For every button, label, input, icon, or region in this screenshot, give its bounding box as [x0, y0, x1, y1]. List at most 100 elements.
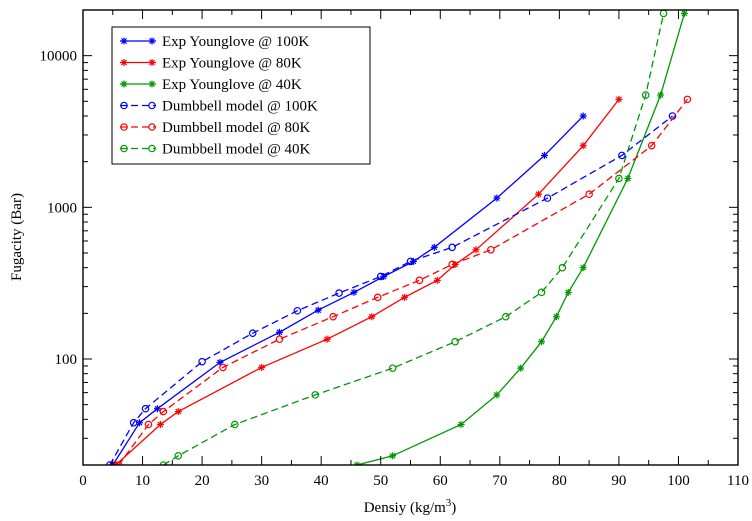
y-tick-label: 100: [55, 352, 78, 368]
x-tick-label: 20: [195, 473, 210, 489]
legend-item-exp-younglove-40k: Exp Younglove @ 40K: [120, 77, 302, 93]
exp-younglove-80k-point-stroke-d2: [401, 294, 408, 301]
exp-younglove-100k-point-stroke-d2: [350, 289, 357, 296]
y-tick-label: 10000: [40, 49, 78, 65]
legend-swatch-marker-stroke-d2: [149, 59, 155, 66]
dumbbell-model-40k-point: [501, 312, 510, 321]
legend-swatch-marker: [148, 80, 156, 88]
dumbbell-model-100k-point: [618, 151, 626, 160]
exp-younglove-40k-point-stroke-d2: [493, 391, 500, 398]
exp-younglove-80k-point-stroke-d2: [175, 408, 182, 415]
legend-item-exp-younglove-80k: Exp Younglove @ 80K: [120, 56, 302, 72]
exp-younglove-100k-point-stroke-d2: [431, 244, 438, 251]
legend-swatch-marker-stroke-d2: [121, 81, 127, 87]
exp-younglove-80k-point: [472, 246, 480, 254]
exp-younglove-40k-point-stroke-d2: [389, 452, 396, 459]
dumbbell-model-100k-line: [109, 115, 673, 465]
exp-younglove-80k-point-stroke-d2: [580, 142, 587, 149]
exp-younglove-40k-point-stroke-d1: [353, 462, 358, 465]
x-axis-title-text: Densiy (kg/m: [364, 500, 446, 516]
exp-younglove-80k-point: [433, 276, 441, 284]
exp-younglove-40k-point: [353, 461, 361, 465]
legend-swatch-marker: [148, 144, 156, 153]
exp-younglove-80k-point: [615, 95, 623, 103]
exp-younglove-80k-point-stroke-d2: [434, 277, 441, 284]
legend-label: Exp Younglove @ 100K: [162, 34, 309, 50]
exp-younglove-80k-point-stroke-d2: [615, 96, 622, 103]
y-axis-title: Fugacity (Bar): [9, 193, 25, 281]
dumbbell-model-80k-point: [448, 260, 456, 269]
x-axis-title: Densiy (kg/m3): [364, 497, 457, 516]
legend: Exp Younglove @ 100K Exp Younglove @ 80K E…: [111, 26, 371, 165]
series-dumbbell-model-100k: [105, 112, 677, 465]
legend-label: Dumbbell model @ 80K: [162, 120, 311, 136]
dumbbell-model-40k-point: [615, 174, 623, 183]
exp-younglove-100k-point: [493, 194, 501, 202]
x-tick-label: 0: [79, 473, 87, 489]
dumbbell-model-80k-point: [144, 420, 153, 429]
exp-younglove-80k-point-stroke-d1: [112, 462, 117, 465]
dumbbell-model-80k-point: [585, 190, 593, 199]
axes-layer: 0 10 20 30 40 50 60 70 80 90 100 110 100 1000 10000: [40, 10, 749, 489]
dumbbell-model-100k-point: [141, 404, 150, 413]
exp-younglove-80k-point-stroke-d2: [535, 191, 542, 198]
x-tick-label: 30: [254, 473, 269, 489]
exp-younglove-40k-point: [624, 174, 632, 182]
exp-younglove-40k-point: [564, 288, 572, 296]
legend-item-dumbbell-model-40k: Dumbbell model @ 40K: [120, 142, 311, 158]
dumbbell-model-80k-point: [159, 407, 168, 416]
y-tick-label: 1000: [47, 200, 77, 216]
dumbbell-model-40k-point: [311, 391, 320, 399]
exp-younglove-80k-point-stroke-d2: [258, 364, 265, 371]
exp-younglove-40k-point: [552, 313, 560, 321]
exp-younglove-40k-point-stroke-d2: [624, 175, 631, 182]
exp-younglove-100k-point-stroke-d2: [580, 113, 587, 119]
exp-younglove-40k-point-stroke-d2: [580, 264, 587, 271]
exp-younglove-100k-point: [579, 112, 587, 120]
exp-younglove-40k-point: [457, 420, 465, 428]
dumbbell-model-100k-point: [129, 418, 138, 427]
legend-label: Exp Younglove @ 40K: [162, 77, 302, 93]
x-tick-label: 100: [667, 473, 690, 489]
legend-item-exp-younglove-100k: Exp Younglove @ 100K: [120, 34, 309, 50]
exp-younglove-40k-point: [680, 10, 688, 17]
legend-swatch-marker-stroke-d2: [121, 59, 127, 66]
exp-younglove-40k-point-stroke-d2: [458, 421, 465, 428]
dumbbell-model-40k-line: [163, 13, 665, 465]
dumbbell-model-40k-point: [174, 451, 183, 460]
dumbbell-model-100k-point: [448, 243, 456, 252]
series-layer: [105, 10, 692, 465]
x-tick-label: 60: [433, 473, 448, 489]
x-tick-label: 70: [492, 473, 507, 489]
dumbbell-model-80k-point: [647, 141, 656, 150]
exp-younglove-80k-point: [579, 142, 587, 150]
exp-younglove-40k-point: [657, 91, 665, 99]
exp-younglove-100k-point: [276, 328, 283, 336]
legend-label: Exp Younglove @ 80K: [162, 56, 302, 72]
exp-younglove-100k-point-stroke-d2: [154, 405, 161, 412]
exp-younglove-40k-point: [517, 364, 525, 372]
exp-younglove-80k-point-stroke-d2: [114, 462, 119, 465]
dumbbell-model-100k-point: [376, 272, 385, 281]
x-tick-label: 80: [552, 473, 567, 489]
exp-younglove-100k-point: [350, 288, 358, 296]
exp-younglove-80k-point: [401, 293, 409, 301]
exp-younglove-40k-point-stroke-d2: [553, 313, 560, 320]
dumbbell-model-100k-point: [335, 289, 343, 297]
exp-younglove-100k-point-stroke-d2: [315, 307, 322, 314]
dumbbell-model-40k-point: [231, 420, 239, 429]
dumbbell-model-80k-point: [219, 363, 227, 372]
dumbbell-model-40k-point: [451, 337, 459, 346]
legend-swatch-marker: [120, 37, 128, 45]
exp-younglove-100k-point-stroke-d2: [493, 195, 500, 202]
exp-younglove-40k-point-stroke-d2: [565, 289, 572, 296]
exp-younglove-40k-line: [356, 13, 686, 465]
series-dumbbell-model-80k: [114, 95, 692, 465]
x-tick-label: 110: [727, 473, 749, 489]
exp-younglove-80k-point-stroke-d2: [324, 336, 331, 343]
dumbbell-model-80k-point: [487, 245, 495, 254]
exp-younglove-80k-point-stroke-d2: [473, 246, 479, 253]
exp-younglove-100k-point-stroke-d2: [276, 329, 283, 336]
exp-younglove-80k-point: [258, 363, 266, 371]
